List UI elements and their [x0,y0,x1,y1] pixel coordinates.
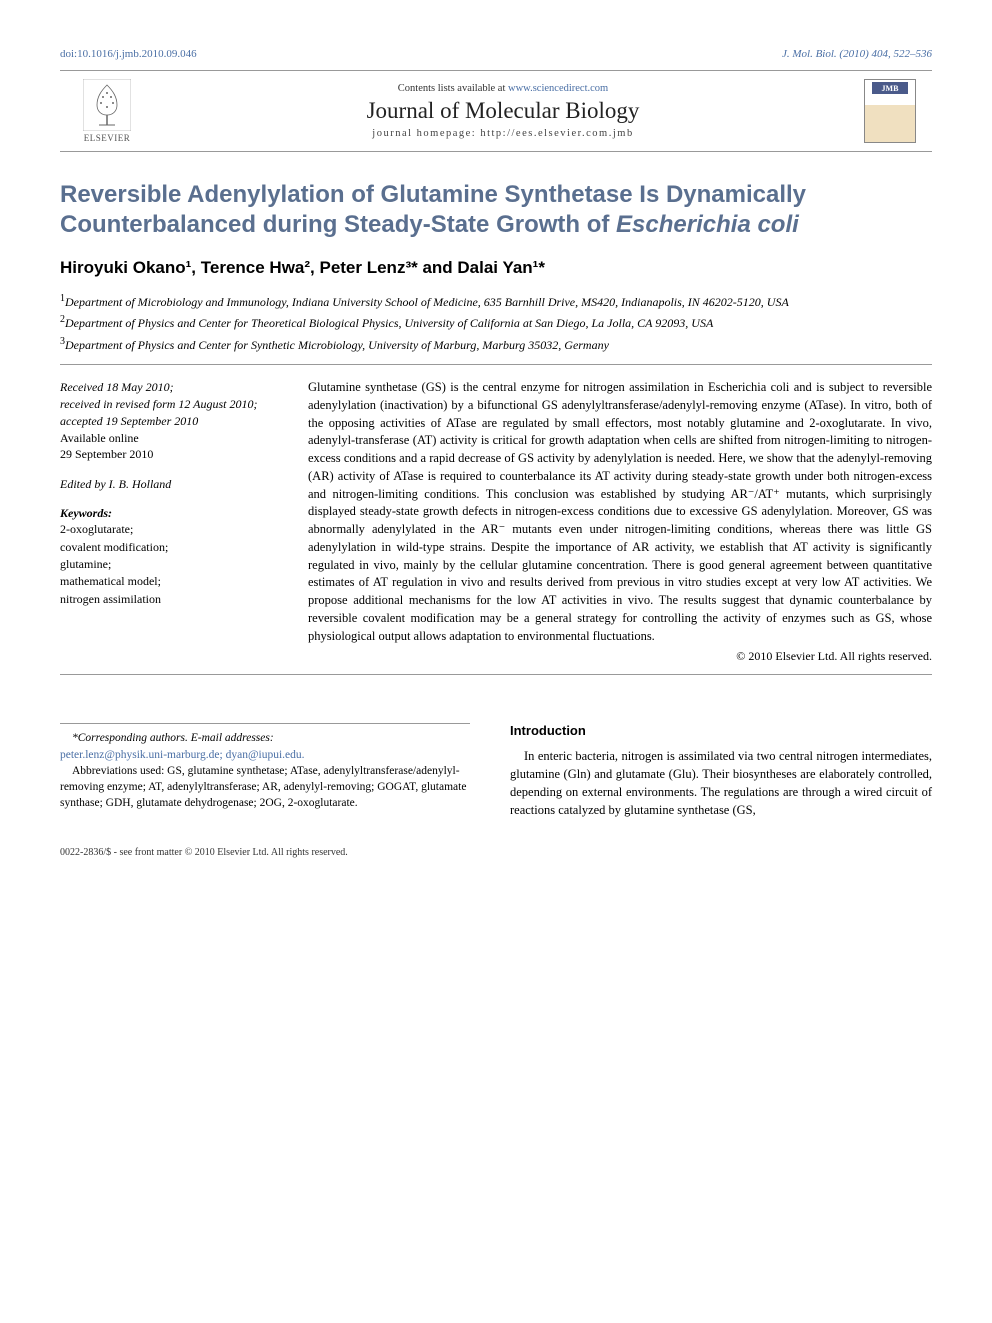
jmb-cover-block: JMB [864,79,920,143]
affiliation-3: 3Department of Physics and Center for Sy… [60,335,932,354]
corresponding-label: *Corresponding authors. E-mail addresses… [60,730,470,746]
keywords-heading: Keywords: [60,506,280,521]
introduction-heading: Introduction [510,723,932,738]
edited-by: Edited by I. B. Holland [60,477,280,492]
citation-text: J. Mol. Biol. (2010) 404, 522–536 [782,48,932,60]
corresponding-emails[interactable]: peter.lenz@physik.uni-marburg.de; dyan@i… [60,747,470,763]
abstract-column: Glutamine synthetase (GS) is the central… [308,379,932,664]
journal-homepage[interactable]: journal homepage: http://ees.elsevier.co… [154,128,852,139]
article-history: Received 18 May 2010; received in revise… [60,379,280,463]
copyright-line: © 2010 Elsevier Ltd. All rights reserved… [308,649,932,664]
main-two-col: Received 18 May 2010; received in revise… [60,379,932,664]
abstract-text: Glutamine synthetase (GS) is the central… [308,379,932,645]
journal-header-box: ELSEVIER Contents lists available at www… [60,70,932,152]
title-species: Escherichia coli [616,211,799,238]
keywords-list: 2-oxoglutarate; covalent modification; g… [60,521,280,608]
header-top-bar: doi:10.1016/j.jmb.2010.09.046 J. Mol. Bi… [60,48,932,60]
article-title: Reversible Adenylylation of Glutamine Sy… [60,180,932,240]
contents-prefix: Contents lists available at [398,83,508,94]
jmb-cover-label: JMB [872,82,908,94]
journal-name: Journal of Molecular Biology [154,98,852,124]
abbreviations-text: Abbreviations used: GS, glutamine synthe… [60,763,470,811]
footnote-block: *Corresponding authors. E-mail addresses… [60,723,470,819]
article-info-sidebar: Received 18 May 2010; received in revise… [60,379,280,664]
elsevier-tree-icon [83,79,131,131]
elsevier-label: ELSEVIER [84,133,131,143]
introduction-block: Introduction In enteric bacteria, nitrog… [510,723,932,819]
contents-line: Contents lists available at www.scienced… [154,83,852,94]
affiliation-1: 1Department of Microbiology and Immunolo… [60,292,932,311]
divider-top [60,364,932,365]
introduction-text: In enteric bacteria, nitrogen is assimil… [510,748,932,819]
author-list: Hiroyuki Okano¹, Terence Hwa², Peter Len… [60,258,932,278]
doi-text[interactable]: doi:10.1016/j.jmb.2010.09.046 [60,48,197,60]
affiliation-2: 2Department of Physics and Center for Th… [60,313,932,332]
front-matter-line: 0022-2836/$ - see front matter © 2010 El… [60,847,932,858]
sciencedirect-link[interactable]: www.sciencedirect.com [508,83,608,94]
divider-bottom [60,674,932,675]
jmb-cover-thumb: JMB [864,79,916,143]
footer-two-col: *Corresponding authors. E-mail addresses… [60,723,932,819]
affiliations-block: 1Department of Microbiology and Immunolo… [60,292,932,354]
elsevier-block: ELSEVIER [72,79,142,143]
header-center: Contents lists available at www.scienced… [142,83,864,139]
